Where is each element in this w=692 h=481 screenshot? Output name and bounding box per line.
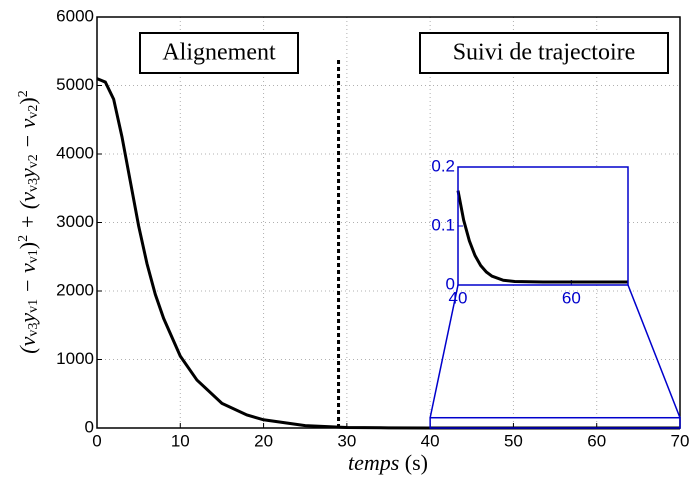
x-axis-label: temps (s) xyxy=(348,450,428,475)
x-tick-label: 40 xyxy=(449,288,468,307)
y-tick-label: 0.2 xyxy=(431,156,455,175)
label-part: v2 xyxy=(26,105,41,119)
axes-frame xyxy=(96,16,681,429)
y-tick-label: 6000 xyxy=(56,6,94,25)
y-tick-label: 0.1 xyxy=(431,215,455,234)
x-tick-label: 10 xyxy=(171,431,190,450)
x-tick-label: 60 xyxy=(562,288,581,307)
data-line xyxy=(456,190,628,284)
label-part: − v xyxy=(15,263,40,299)
label-part: v3 xyxy=(26,323,41,337)
zoom-connector xyxy=(429,284,459,418)
y-tick-label: 0 xyxy=(85,417,94,436)
annotation: Suivi de trajectoire xyxy=(453,40,636,66)
y-tick-label: 4000 xyxy=(56,143,94,162)
label-part: 2 xyxy=(16,90,31,97)
x-tick-label: 30 xyxy=(337,431,356,450)
label-part: y xyxy=(15,168,40,180)
x-tick-label: 40 xyxy=(421,431,440,450)
label-part: ) xyxy=(15,97,40,104)
label-part: v1 xyxy=(26,249,41,263)
x-tick-label: 20 xyxy=(254,431,273,450)
plot-area xyxy=(458,167,628,285)
label-part: y xyxy=(15,313,40,325)
zoom-connector xyxy=(627,284,681,418)
annotation: Alignement xyxy=(162,40,276,66)
label-part: + (v xyxy=(15,192,40,235)
label-part: ) xyxy=(15,242,40,249)
zoom-box xyxy=(429,416,681,429)
label-part: v2 xyxy=(26,154,41,168)
label-part: − v xyxy=(15,118,40,154)
x-tick-label: 70 xyxy=(671,431,690,450)
y-tick-label: 5000 xyxy=(56,75,94,94)
label-part: v1 xyxy=(26,299,41,313)
x-tick-label: 50 xyxy=(504,431,523,450)
y-tick-label: 3000 xyxy=(56,212,94,231)
annotation-box xyxy=(419,32,669,74)
label-part: v3 xyxy=(26,178,41,192)
label-part: (s) xyxy=(399,450,428,475)
annotation-box xyxy=(139,32,299,74)
label-part: (v xyxy=(15,336,40,353)
label-part: 2 xyxy=(16,235,31,242)
y-tick-label: 0 xyxy=(446,274,455,293)
axes-frame xyxy=(457,166,629,286)
y-tick-label: 2000 xyxy=(56,280,94,299)
y-axis-label: (vv3yv1 − vv1)2 + (vv3yv2 − vv2)2 xyxy=(15,90,41,353)
x-tick-label: 0 xyxy=(92,431,101,450)
y-tick-label: 1000 xyxy=(56,349,94,368)
label-part: temps xyxy=(348,450,399,475)
x-tick-label: 60 xyxy=(587,431,606,450)
